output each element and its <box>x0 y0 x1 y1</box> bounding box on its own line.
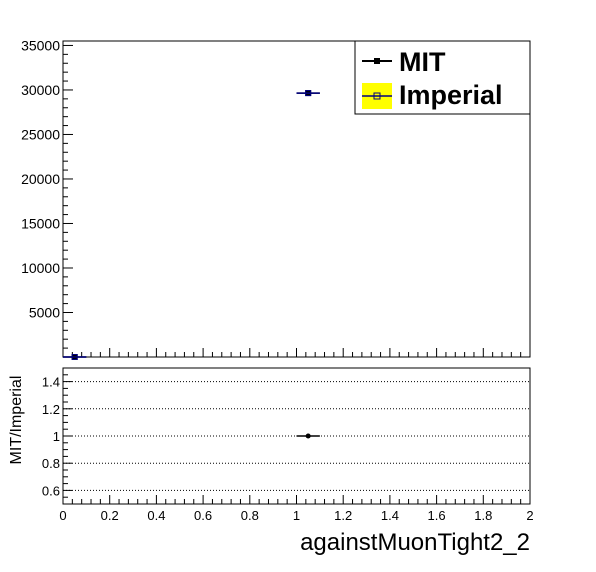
ratio-y-tick-label: 1 <box>53 429 60 444</box>
y-tick-label: 10000 <box>21 260 60 276</box>
x-tick-label: 0.2 <box>101 508 119 523</box>
x-tick-label: 1.2 <box>334 508 352 523</box>
legend-mit-marker <box>374 58 380 64</box>
x-tick-label: 0.4 <box>147 508 165 523</box>
legend-mit-label: MIT <box>399 47 446 77</box>
ratio-y-axis-title: MIT/Imperial <box>8 376 25 465</box>
data-point-imperial <box>305 90 312 97</box>
y-tick-label: 20000 <box>21 171 60 187</box>
x-tick-label: 1.6 <box>428 508 446 523</box>
legend-imperial-marker <box>373 92 381 100</box>
x-tick-label: 2 <box>526 508 533 523</box>
legend-imperial-label: Imperial <box>399 80 503 110</box>
y-tick-label: 15000 <box>21 215 60 231</box>
ratio-y-tick-label: 0.8 <box>42 456 60 471</box>
ratio-plot-panel: 0.6 0.8 1 1.2 1.4 0 0.2 0.4 0.6 0.8 1 1.2 1.4 1.6 1.8 2… <box>8 367 534 556</box>
ratio-y-tick-label: 0.6 <box>42 483 60 498</box>
x-axis-title: againstMuonTight2_2 <box>300 529 530 556</box>
x-tick-label: 0.6 <box>194 508 212 523</box>
data-point-imperial <box>71 354 78 360</box>
ratio-y-tick-label: 1.2 <box>42 402 60 417</box>
y-tick-label: 5000 <box>29 304 60 320</box>
y-tick-label: 30000 <box>21 82 60 98</box>
ratio-data-point <box>305 433 311 439</box>
x-tick-label: 0 <box>59 508 66 523</box>
y-tick-label: 25000 <box>21 126 60 142</box>
x-tick-label: 1.4 <box>381 508 399 523</box>
y-tick-label: 35000 <box>21 37 60 53</box>
x-tick-label: 1 <box>293 508 300 523</box>
main-plot-panel: 5000 10000 15000 20000 25000 30000 35000 <box>21 37 531 360</box>
x-tick-label: 0.8 <box>241 508 259 523</box>
ratio-y-tick-label: 1.4 <box>42 375 60 390</box>
x-tick-label: 1.8 <box>474 508 492 523</box>
